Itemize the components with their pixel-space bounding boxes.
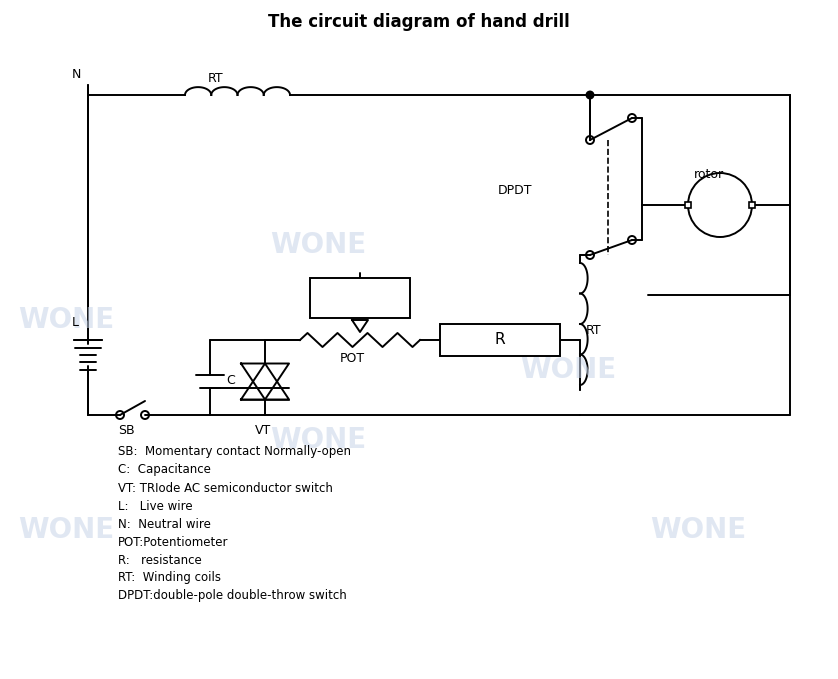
Text: WONE: WONE: [18, 516, 114, 544]
Text: rotor: rotor: [694, 168, 724, 181]
Bar: [440, 324, 560, 356]
Polygon shape: [352, 320, 368, 332]
Text: C:  Capacitance: C: Capacitance: [118, 464, 211, 477]
Text: WONE: WONE: [520, 356, 616, 384]
Text: SB: SB: [118, 424, 135, 437]
Text: POT: POT: [340, 352, 365, 365]
Circle shape: [587, 92, 593, 98]
Text: WONE: WONE: [270, 426, 366, 454]
Text: DPDT:double-pole double-throw switch: DPDT:double-pole double-throw switch: [118, 589, 347, 602]
Text: SB:  Momentary contact Normally-open: SB: Momentary contact Normally-open: [118, 445, 351, 458]
Text: RT: RT: [208, 71, 224, 84]
Text: N: N: [72, 69, 81, 81]
Text: POT:Potentiometer: POT:Potentiometer: [118, 536, 229, 549]
Text: VT: TRIode AC semiconductor switch: VT: TRIode AC semiconductor switch: [118, 481, 333, 494]
Text: L: L: [72, 316, 79, 329]
Text: N:  Neutral wire: N: Neutral wire: [118, 517, 211, 530]
Text: R: R: [494, 333, 505, 348]
Polygon shape: [241, 363, 289, 399]
Text: RT: RT: [586, 323, 602, 337]
Text: WONE: WONE: [270, 231, 366, 259]
Text: RT:  Winding coils: RT: Winding coils: [118, 572, 221, 585]
Polygon shape: [241, 363, 289, 399]
Text: L:   Live wire: L: Live wire: [118, 500, 193, 513]
Bar: [685, 202, 691, 208]
Text: VT: VT: [255, 424, 272, 437]
Text: C: C: [226, 375, 235, 388]
Text: WONE: WONE: [18, 306, 114, 334]
Text: WONE: WONE: [650, 516, 746, 544]
Text: R:   resistance: R: resistance: [118, 553, 202, 566]
Text: The circuit diagram of hand drill: The circuit diagram of hand drill: [268, 13, 570, 31]
Bar: [310, 278, 410, 318]
Bar: [749, 202, 755, 208]
Text: DPDT: DPDT: [498, 183, 532, 196]
